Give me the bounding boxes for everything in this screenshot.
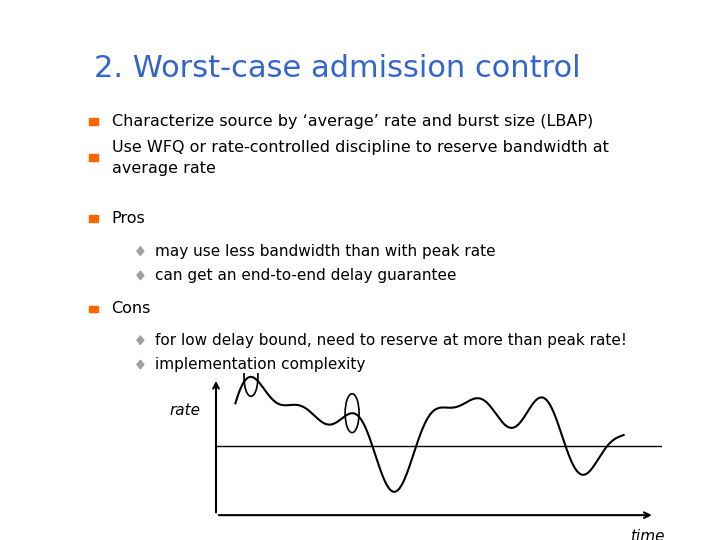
Text: rate: rate (169, 403, 200, 418)
Text: Cons: Cons (112, 301, 151, 316)
Text: implementation complexity: implementation complexity (155, 357, 365, 372)
Bar (89, 154, 98, 161)
Text: Characterize source by ‘average’ rate and burst size (LBAP): Characterize source by ‘average’ rate an… (112, 114, 593, 129)
Bar (89, 118, 98, 125)
Polygon shape (137, 336, 144, 345)
Text: can get an end-to-end delay guarantee: can get an end-to-end delay guarantee (155, 268, 456, 283)
Bar (89, 306, 98, 312)
Text: time: time (629, 529, 664, 540)
Text: Pros: Pros (112, 211, 145, 226)
Polygon shape (137, 247, 144, 255)
Polygon shape (137, 271, 144, 280)
Text: may use less bandwidth than with peak rate: may use less bandwidth than with peak ra… (155, 244, 495, 259)
Bar (89, 215, 98, 222)
Text: Use WFQ or rate-controlled discipline to reserve bandwidth at
average rate: Use WFQ or rate-controlled discipline to… (112, 140, 608, 176)
Polygon shape (137, 360, 144, 369)
Text: 2. Worst-case admission control: 2. Worst-case admission control (94, 54, 580, 83)
Text: for low delay bound, need to reserve at more than peak rate!: for low delay bound, need to reserve at … (155, 333, 626, 348)
